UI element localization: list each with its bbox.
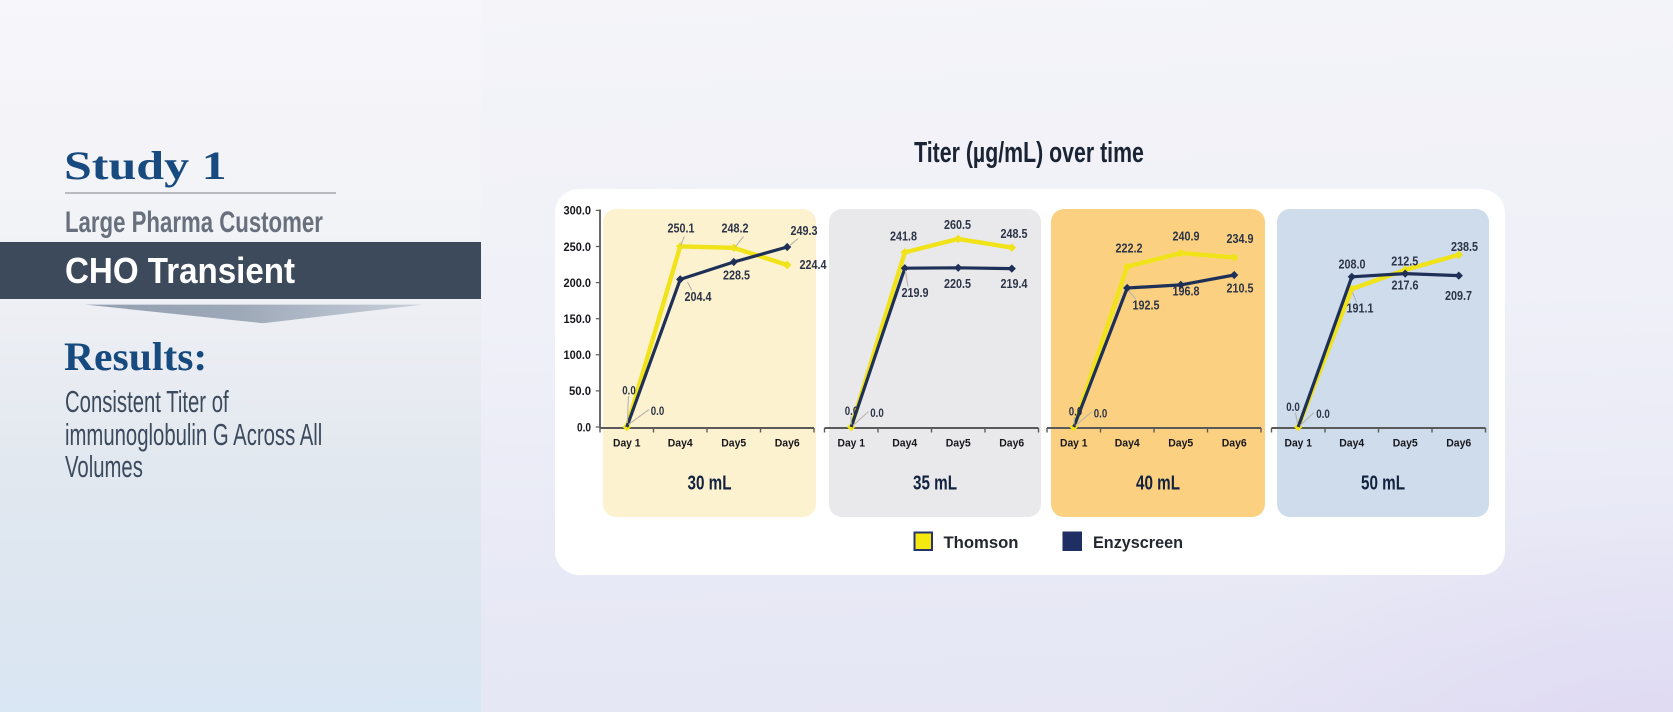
svg-text:200.0: 200.0 [564,276,592,290]
svg-text:Day5: Day5 [721,438,746,450]
svg-text:212.5: 212.5 [1391,253,1418,268]
svg-text:Day 1: Day 1 [1060,438,1088,450]
svg-text:Day5: Day5 [1168,438,1193,450]
svg-text:Day5: Day5 [1393,438,1418,450]
svg-text:Day 1: Day 1 [1285,438,1313,450]
svg-text:Day 1: Day 1 [613,438,641,450]
svg-text:196.8: 196.8 [1173,283,1200,298]
svg-text:50 mL: 50 mL [1361,473,1405,495]
svg-text:209.7: 209.7 [1445,288,1472,303]
svg-text:0.0: 0.0 [1316,407,1330,421]
svg-text:238.5: 238.5 [1451,239,1478,254]
svg-text:219.9: 219.9 [902,285,929,300]
svg-text:Day6: Day6 [1446,438,1471,450]
svg-text:240.9: 240.9 [1173,228,1200,243]
svg-text:Thomson: Thomson [944,533,1019,552]
svg-text:100.0: 100.0 [564,348,592,362]
svg-text:Day6: Day6 [1222,438,1247,450]
svg-text:Day 1: Day 1 [838,438,866,450]
svg-text:191.1: 191.1 [1347,300,1374,315]
svg-text:150.0: 150.0 [564,312,592,326]
svg-text:35 mL: 35 mL [913,473,957,495]
svg-text:228.5: 228.5 [723,267,750,282]
svg-text:30 mL: 30 mL [688,473,732,495]
svg-text:Day5: Day5 [946,438,971,450]
svg-text:204.4: 204.4 [685,289,713,304]
svg-text:0.0: 0.0 [870,406,884,420]
svg-text:241.8: 241.8 [890,228,917,243]
svg-text:Day6: Day6 [999,438,1024,450]
svg-text:Day4: Day4 [892,438,918,450]
svg-text:Day4: Day4 [1339,438,1365,450]
svg-text:250.0: 250.0 [564,240,592,254]
svg-text:0.0: 0.0 [1069,404,1083,418]
svg-text:Day4: Day4 [668,438,694,450]
svg-text:0.0: 0.0 [651,404,665,418]
svg-text:Day6: Day6 [775,438,800,450]
svg-text:0.0: 0.0 [577,420,591,434]
svg-text:208.0: 208.0 [1339,256,1366,271]
svg-text:0.0: 0.0 [845,404,859,418]
svg-text:0.0: 0.0 [1094,406,1108,420]
svg-text:219.4: 219.4 [1001,276,1029,291]
svg-text:220.5: 220.5 [944,276,971,291]
svg-text:300.0: 300.0 [564,204,592,218]
svg-text:217.6: 217.6 [1392,277,1419,292]
svg-text:40 mL: 40 mL [1136,473,1180,495]
svg-text:0.0: 0.0 [622,383,636,397]
svg-text:Enzyscreen: Enzyscreen [1093,533,1183,552]
svg-text:0.0: 0.0 [1286,400,1300,414]
svg-text:250.1: 250.1 [668,220,695,235]
svg-text:210.5: 210.5 [1227,280,1254,295]
svg-text:249.3: 249.3 [791,223,818,238]
svg-text:248.2: 248.2 [722,220,749,235]
svg-text:248.5: 248.5 [1001,226,1028,241]
svg-text:260.5: 260.5 [944,217,971,232]
svg-text:50.0: 50.0 [569,384,591,398]
svg-text:224.4: 224.4 [800,257,828,272]
svg-text:234.9: 234.9 [1227,231,1254,246]
svg-text:222.2: 222.2 [1116,240,1143,255]
svg-text:Day4: Day4 [1115,438,1141,450]
svg-text:192.5: 192.5 [1133,297,1160,312]
